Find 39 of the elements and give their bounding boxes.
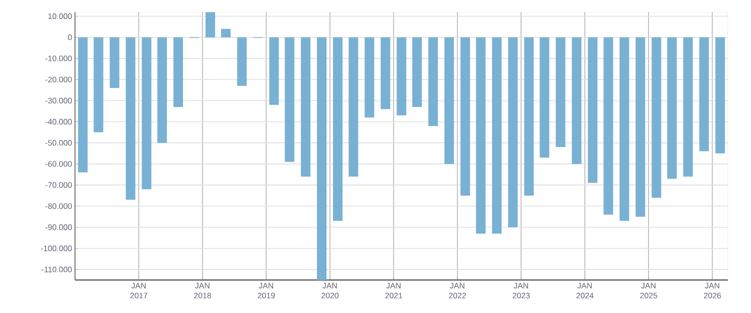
bar	[492, 37, 502, 234]
bar	[300, 37, 310, 177]
bar	[94, 37, 104, 132]
bar	[460, 37, 470, 196]
bar	[636, 37, 646, 217]
bar	[556, 37, 566, 148]
bar	[699, 37, 709, 152]
bar	[380, 37, 390, 110]
bar	[206, 12, 216, 38]
bar	[540, 37, 550, 158]
bar	[715, 37, 725, 154]
bar	[620, 37, 630, 221]
bar	[444, 37, 454, 164]
bar	[364, 37, 374, 118]
bar	[284, 37, 294, 162]
bar	[126, 37, 136, 200]
bar	[476, 37, 486, 234]
bar	[110, 37, 120, 88]
bar	[221, 28, 231, 38]
bar	[412, 37, 422, 107]
bar	[157, 37, 167, 143]
bar	[78, 37, 88, 172]
bar	[142, 37, 152, 190]
bar	[332, 37, 343, 221]
bar	[683, 37, 693, 177]
bar	[524, 37, 534, 196]
bar	[652, 37, 662, 198]
bar	[348, 37, 358, 177]
bar	[316, 37, 326, 280]
bar	[604, 37, 614, 215]
bar	[269, 37, 279, 105]
bar	[237, 37, 247, 86]
bar	[572, 37, 582, 164]
bar	[508, 37, 518, 228]
bar	[396, 37, 406, 116]
bar	[667, 37, 677, 179]
bar	[173, 37, 183, 107]
bar	[588, 37, 598, 183]
bar	[428, 37, 438, 126]
